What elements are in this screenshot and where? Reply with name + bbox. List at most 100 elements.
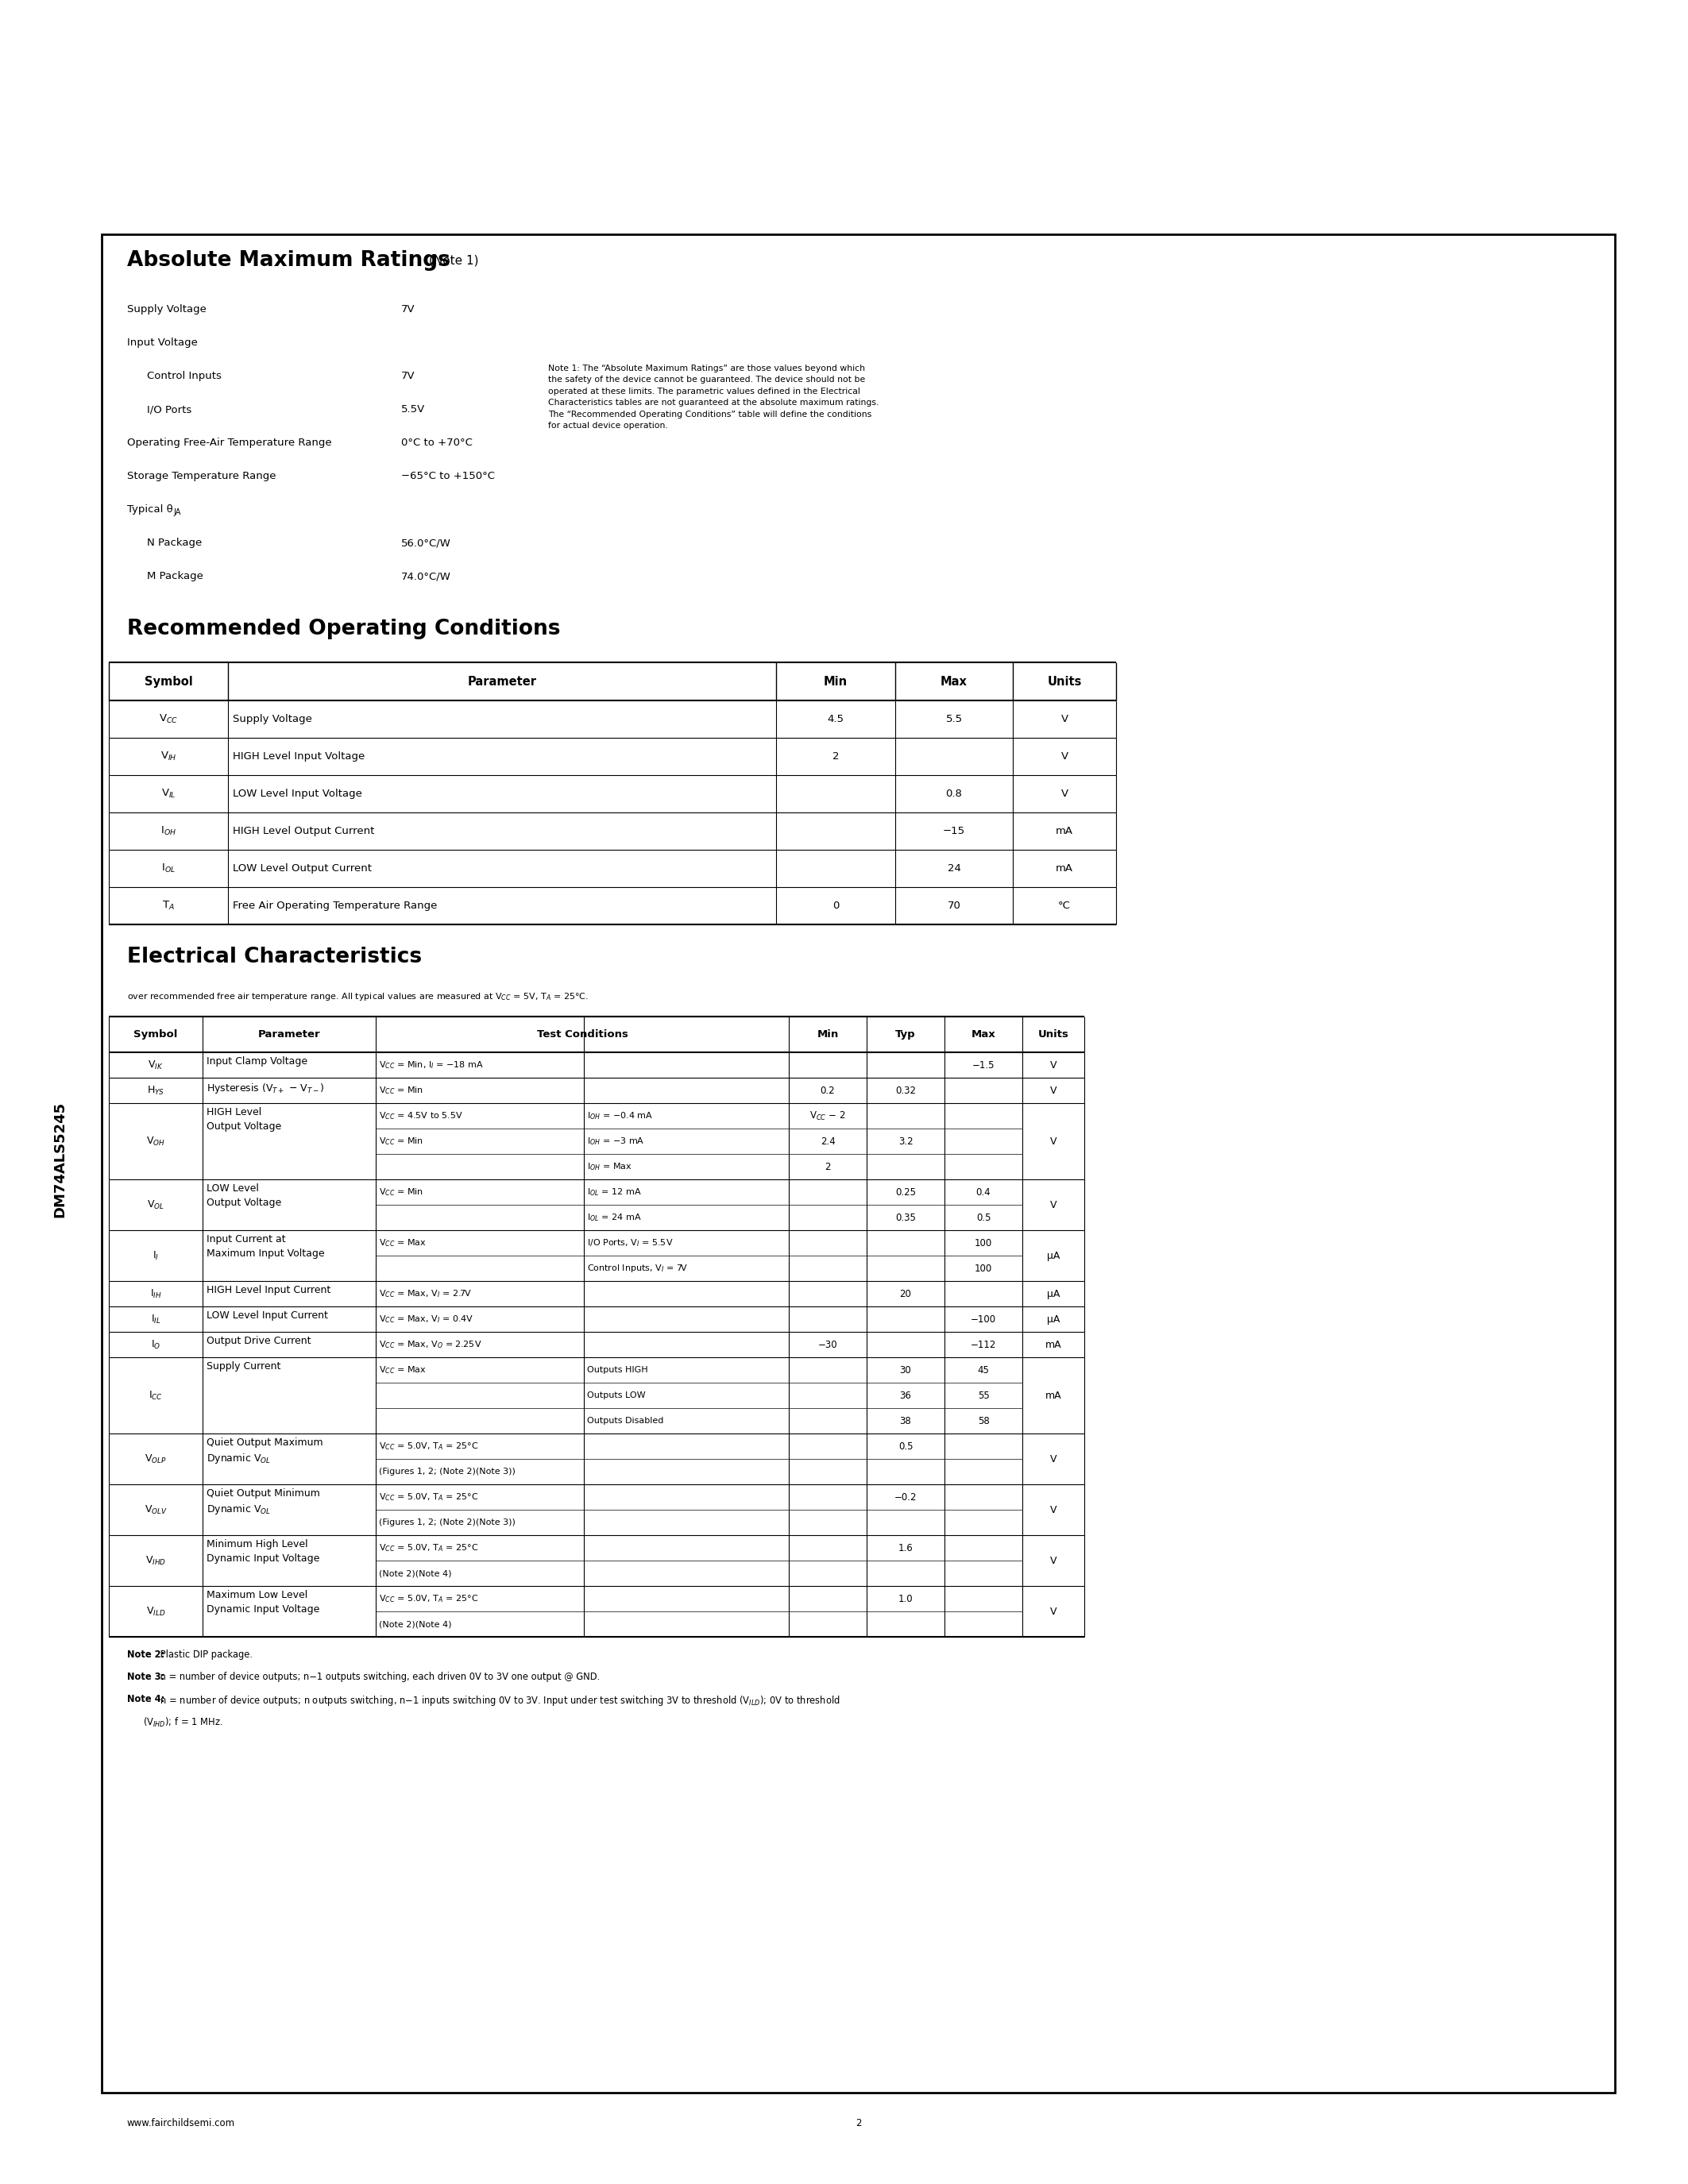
Text: Parameter: Parameter [468, 675, 537, 688]
Text: 100: 100 [974, 1262, 993, 1273]
Text: LOW Level
Output Voltage: LOW Level Output Voltage [206, 1184, 282, 1208]
Text: V$_{CC}$ = Max, V$_I$ = 2.7V: V$_{CC}$ = Max, V$_I$ = 2.7V [378, 1289, 471, 1299]
Text: HIGH Level
Output Voltage: HIGH Level Output Voltage [206, 1107, 282, 1131]
Text: 36: 36 [900, 1391, 912, 1400]
Text: M Package: M Package [147, 570, 203, 581]
Text: Units: Units [1038, 1029, 1069, 1040]
Text: Control Inputs, V$_I$ = 7V: Control Inputs, V$_I$ = 7V [587, 1262, 689, 1273]
Text: LOW Level Input Voltage: LOW Level Input Voltage [233, 788, 363, 799]
Text: −65°C to +150°C: −65°C to +150°C [402, 472, 495, 480]
Text: 58: 58 [977, 1415, 989, 1426]
Text: T$_A$: T$_A$ [162, 900, 176, 911]
Text: 0.25: 0.25 [895, 1186, 917, 1197]
Text: 2.4: 2.4 [820, 1136, 836, 1147]
Text: n = number of device outputs; n outputs switching, n−1 inputs switching 0V to 3V: n = number of device outputs; n outputs … [157, 1695, 841, 1708]
Text: (V$_{IHD}$); f = 1 MHz.: (V$_{IHD}$); f = 1 MHz. [143, 1717, 223, 1730]
Text: V$_{ILD}$: V$_{ILD}$ [145, 1605, 165, 1618]
Text: 5.5: 5.5 [945, 714, 962, 725]
Text: 2: 2 [832, 751, 839, 762]
Text: I$_{OL}$ = 12 mA: I$_{OL}$ = 12 mA [587, 1186, 641, 1197]
Text: V$_{CC}$ = 4.5V to 5.5V: V$_{CC}$ = 4.5V to 5.5V [378, 1109, 463, 1120]
Text: V: V [1060, 714, 1069, 725]
Text: Max: Max [971, 1029, 996, 1040]
Text: Symbol: Symbol [133, 1029, 177, 1040]
Text: Free Air Operating Temperature Range: Free Air Operating Temperature Range [233, 900, 437, 911]
Text: μA: μA [1047, 1289, 1060, 1299]
Text: Note 4:: Note 4: [127, 1695, 165, 1704]
Text: V$_{CC}$ = 5.0V, T$_A$ = 25°C: V$_{CC}$ = 5.0V, T$_A$ = 25°C [378, 1592, 479, 1605]
Text: V$_{CC}$ = Min: V$_{CC}$ = Min [378, 1085, 424, 1096]
Text: V: V [1050, 1555, 1057, 1566]
Text: −0.2: −0.2 [895, 1492, 917, 1503]
Text: V$_{OL}$: V$_{OL}$ [147, 1199, 164, 1210]
Text: 7V: 7V [402, 304, 415, 314]
Text: LOW Level Output Current: LOW Level Output Current [233, 863, 371, 874]
Text: Maximum Low Level
Dynamic Input Voltage: Maximum Low Level Dynamic Input Voltage [206, 1590, 319, 1614]
Text: 0.5: 0.5 [976, 1212, 991, 1223]
Text: V$_{CC}$ = 5.0V, T$_A$ = 25°C: V$_{CC}$ = 5.0V, T$_A$ = 25°C [378, 1492, 479, 1503]
Text: V: V [1050, 1059, 1057, 1070]
Text: I$_{CC}$: I$_{CC}$ [149, 1389, 162, 1402]
Text: HIGH Level Input Voltage: HIGH Level Input Voltage [233, 751, 365, 762]
Text: I$_{OH}$ = −0.4 mA: I$_{OH}$ = −0.4 mA [587, 1109, 653, 1120]
Bar [101, 234, 1615, 2092]
Text: 1.0: 1.0 [898, 1594, 913, 1603]
Text: V$_{CC}$ = Min: V$_{CC}$ = Min [378, 1186, 424, 1197]
Text: 0°C to +70°C: 0°C to +70°C [402, 437, 473, 448]
Text: 0.8: 0.8 [945, 788, 962, 799]
Text: 20: 20 [900, 1289, 912, 1299]
Text: Outputs LOW: Outputs LOW [587, 1391, 645, 1400]
Text: 38: 38 [900, 1415, 912, 1426]
Text: HIGH Level Output Current: HIGH Level Output Current [233, 826, 375, 836]
Text: I$_{OL}$ = 24 mA: I$_{OL}$ = 24 mA [587, 1212, 641, 1223]
Text: 7V: 7V [402, 371, 415, 382]
Text: (Figures 1, 2; (Note 2)(Note 3)): (Figures 1, 2; (Note 2)(Note 3)) [378, 1518, 515, 1527]
Text: −30: −30 [819, 1339, 837, 1350]
Text: Min: Min [824, 675, 847, 688]
Text: V$_{CC}$ − 2: V$_{CC}$ − 2 [810, 1109, 846, 1123]
Text: 45: 45 [977, 1365, 989, 1376]
Text: 4.5: 4.5 [827, 714, 844, 725]
Text: (Note 2)(Note 4): (Note 2)(Note 4) [378, 1621, 452, 1627]
Text: Units: Units [1047, 675, 1082, 688]
Text: over recommended free air temperature range. All typical values are measured at : over recommended free air temperature ra… [127, 992, 589, 1002]
Text: 0.35: 0.35 [895, 1212, 917, 1223]
Text: I$_{IL}$: I$_{IL}$ [150, 1313, 160, 1326]
Text: 2: 2 [856, 2118, 861, 2129]
Text: Recommended Operating Conditions: Recommended Operating Conditions [127, 618, 560, 640]
Text: www.fairchildsemi.com: www.fairchildsemi.com [127, 2118, 235, 2129]
Text: Test Conditions: Test Conditions [537, 1029, 628, 1040]
Text: Input Current at
Maximum Input Voltage: Input Current at Maximum Input Voltage [206, 1234, 324, 1258]
Text: Note 2:: Note 2: [127, 1649, 165, 1660]
Text: 0.2: 0.2 [820, 1085, 836, 1096]
Text: V$_{IH}$: V$_{IH}$ [160, 751, 177, 762]
Text: μA: μA [1047, 1315, 1060, 1324]
Text: Control Inputs: Control Inputs [147, 371, 221, 382]
Text: (Note 1): (Note 1) [429, 253, 479, 266]
Text: mA: mA [1055, 863, 1074, 874]
Text: I$_O$: I$_O$ [150, 1339, 160, 1350]
Text: Input Voltage: Input Voltage [127, 339, 197, 347]
Text: Supply Current: Supply Current [206, 1361, 280, 1372]
Text: V: V [1050, 1605, 1057, 1616]
Text: Supply Voltage: Supply Voltage [233, 714, 312, 725]
Text: −15: −15 [944, 826, 966, 836]
Text: I$_{OH}$ = −3 mA: I$_{OH}$ = −3 mA [587, 1136, 645, 1147]
Text: HIGH Level Input Current: HIGH Level Input Current [206, 1284, 331, 1295]
Text: Input Clamp Voltage: Input Clamp Voltage [206, 1057, 307, 1066]
Text: V$_{OH}$: V$_{OH}$ [147, 1136, 165, 1147]
Text: Electrical Characteristics: Electrical Characteristics [127, 946, 422, 968]
Text: V: V [1050, 1199, 1057, 1210]
Text: I$_{OH}$: I$_{OH}$ [160, 826, 176, 836]
Text: I$_{OL}$: I$_{OL}$ [162, 863, 176, 874]
Text: 24: 24 [947, 863, 960, 874]
Text: V$_{CC}$ = Min: V$_{CC}$ = Min [378, 1136, 424, 1147]
Text: 100: 100 [974, 1238, 993, 1247]
Text: Output Drive Current: Output Drive Current [206, 1337, 311, 1345]
Text: I/O Ports, V$_I$ = 5.5V: I/O Ports, V$_I$ = 5.5V [587, 1238, 674, 1249]
Text: Max: Max [940, 675, 967, 688]
Text: V$_{CC}$ = Min, I$_I$ = −18 mA: V$_{CC}$ = Min, I$_I$ = −18 mA [378, 1059, 484, 1070]
Text: H$_{YS}$: H$_{YS}$ [147, 1085, 164, 1096]
Text: 0.32: 0.32 [895, 1085, 917, 1096]
Text: Parameter: Parameter [258, 1029, 321, 1040]
